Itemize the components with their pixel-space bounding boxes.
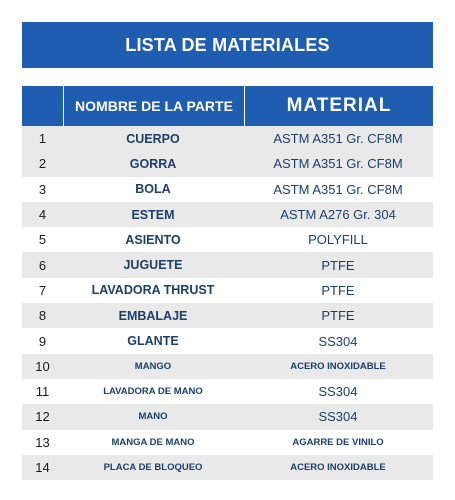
row-number: 4 [38, 207, 47, 223]
row-number: 9 [38, 333, 47, 349]
row-number: 12 [35, 409, 50, 425]
part-material: ACERO INOXIDABLE [290, 360, 386, 372]
header-number-cell [22, 86, 63, 126]
table-row: 13 MANGA DE MANO AGARRE DE VINILO [22, 430, 433, 455]
part-material: POLYFILL [308, 232, 368, 248]
row-number: 5 [38, 232, 47, 248]
part-name: MANO [138, 411, 168, 423]
header-part-name: NOMBRE DE LA PARTE [63, 86, 244, 126]
part-name: LAVADORA THRUST [91, 283, 215, 298]
part-name: JUGUETE [123, 258, 183, 273]
row-number: 13 [35, 434, 50, 450]
part-material: PTFE [321, 257, 355, 273]
part-name: CUERPO [126, 131, 180, 146]
part-name: BOLA [135, 182, 171, 197]
table-title: LISTA DE MATERIALES [22, 22, 433, 68]
row-number: 3 [38, 181, 47, 197]
part-material: SS304 [318, 384, 358, 400]
row-number: 7 [38, 282, 47, 298]
table-row: 8 EMBALAJE PTFE [22, 303, 433, 329]
row-number: 1 [38, 131, 47, 147]
part-name: GORRA [129, 156, 177, 171]
table-row: 4 ESTEM ASTM A276 Gr. 304 [22, 201, 433, 228]
part-material: PTFE [321, 282, 355, 298]
table-header: NOMBRE DE LA PARTE MATERIAL [22, 86, 433, 126]
header-material: MATERIAL [244, 86, 433, 126]
row-number: 2 [38, 156, 47, 172]
row-number: 8 [38, 308, 47, 324]
part-material: ACERO INOXIDABLE [290, 462, 386, 473]
part-material: PTFE [321, 308, 355, 324]
part-material: ASTM A351 Gr. CF8M [273, 156, 403, 172]
table-row: 5 ASIENTO POLYFILL [22, 227, 433, 252]
part-material: ASTM A276 Gr. 304 [280, 207, 396, 223]
part-material: SS304 [318, 409, 358, 425]
row-number: 14 [35, 460, 50, 475]
part-material: ASTM A351 Gr. CF8M [273, 131, 403, 147]
part-material: ASTM A351 Gr. CF8M [273, 181, 403, 197]
table-row: 11 LAVADORA DE MANO SS304 [22, 379, 433, 404]
table-row: 14 PLACA DE BLOQUEO ACERO INOXIDABLE [22, 454, 433, 481]
row-number: 6 [38, 257, 47, 273]
part-material: SS304 [318, 333, 358, 349]
table-row: 2 GORRA ASTM A351 Gr. CF8M [22, 151, 433, 177]
row-number: 10 [35, 358, 50, 374]
part-name: ASIENTO [125, 232, 181, 247]
table-row: 7 LAVADORA THRUST PTFE [22, 278, 433, 303]
table-row: 9 GLANTE SS304 [22, 328, 433, 353]
table-row: 12 MANO SS304 [22, 404, 433, 430]
part-material: AGARRE DE VINILO [292, 436, 384, 448]
table-row: 10 MANGO ACERO INOXIDABLE [22, 353, 433, 379]
materials-table: NOMBRE DE LA PARTE MATERIAL 1 CUERPO AST… [22, 86, 433, 481]
part-name: EMBALAJE [118, 308, 188, 323]
row-number: 11 [35, 384, 50, 400]
part-name: GLANTE [127, 334, 179, 349]
part-name: MANGO [134, 360, 172, 372]
table-row: 6 JUGUETE PTFE [22, 252, 433, 278]
part-name: LAVADORA DE MANO [103, 386, 203, 398]
table-row: 3 BOLA ASTM A351 Gr. CF8M [22, 177, 433, 202]
table-row: 1 CUERPO ASTM A351 Gr. CF8M [22, 126, 433, 152]
part-name: MANGA DE MANO [111, 436, 195, 448]
part-name: ESTEM [131, 207, 175, 222]
part-name: PLACA DE BLOQUEO [103, 462, 203, 473]
